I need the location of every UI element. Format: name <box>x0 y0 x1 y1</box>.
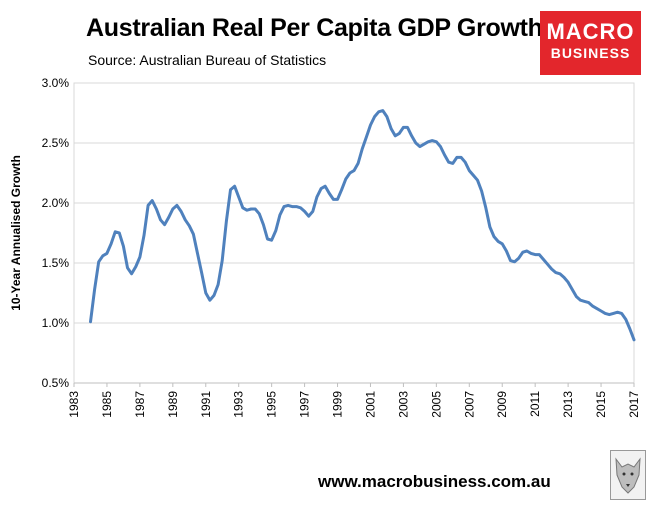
x-tick-label: 2011 <box>528 391 542 417</box>
chart-title: Australian Real Per Capita GDP Growth <box>86 14 543 42</box>
x-tick-label: 2017 <box>627 391 641 418</box>
chart-subtitle: Source: Australian Bureau of Statistics <box>88 52 327 68</box>
series-line <box>89 109 636 342</box>
wolf-logo <box>610 450 646 500</box>
y-tick-label: 2.5% <box>42 136 70 150</box>
x-tick-label: 1985 <box>100 391 114 418</box>
y-tick-label: 1.0% <box>42 316 70 330</box>
x-tick-label: 2007 <box>462 391 476 418</box>
x-tick-label: 1993 <box>232 391 246 418</box>
y-tick-label: 1.5% <box>42 256 70 270</box>
chart-gridlines <box>74 82 634 384</box>
x-tick-label: 2009 <box>495 391 509 418</box>
x-axis-ticks: 1983 1985 1987 1989 1991 1993 1995 1997 1999 2001… <box>67 382 641 418</box>
data-series <box>89 109 636 342</box>
x-tick-label: 2003 <box>396 391 410 418</box>
y-axis-label: 10-Year Annualised Growth <box>9 155 23 311</box>
logo-line-2: BUSINESS <box>550 45 631 61</box>
x-tick-label: 2013 <box>561 391 575 418</box>
y-tick-label: 2.0% <box>42 196 70 210</box>
y-axis-ticks: 0.5% 1.0% 1.5% 2.0% 2.5% 3.0% <box>42 76 70 390</box>
wolf-icon <box>615 457 641 494</box>
x-tick-label: 1995 <box>265 391 279 418</box>
macrobusiness-logo: MACRO BUSINESS <box>540 11 641 75</box>
x-tick-label: 1983 <box>67 391 81 418</box>
x-tick-label: 1991 <box>199 391 213 418</box>
x-tick-label: 1997 <box>298 391 312 418</box>
x-tick-label: 1999 <box>331 391 345 418</box>
x-tick-label: 1987 <box>133 391 147 418</box>
x-tick-label: 2005 <box>429 391 443 418</box>
y-tick-label: 3.0% <box>42 76 70 90</box>
plot-area <box>73 82 635 384</box>
x-tick-label: 1989 <box>166 391 180 418</box>
x-tick-label: 2001 <box>363 391 377 418</box>
website-url: www.macrobusiness.com.au <box>318 472 551 491</box>
y-tick-label: 0.5% <box>42 376 70 390</box>
x-tick-label: 2015 <box>594 391 608 418</box>
logo-line-1: MACRO <box>546 19 635 44</box>
